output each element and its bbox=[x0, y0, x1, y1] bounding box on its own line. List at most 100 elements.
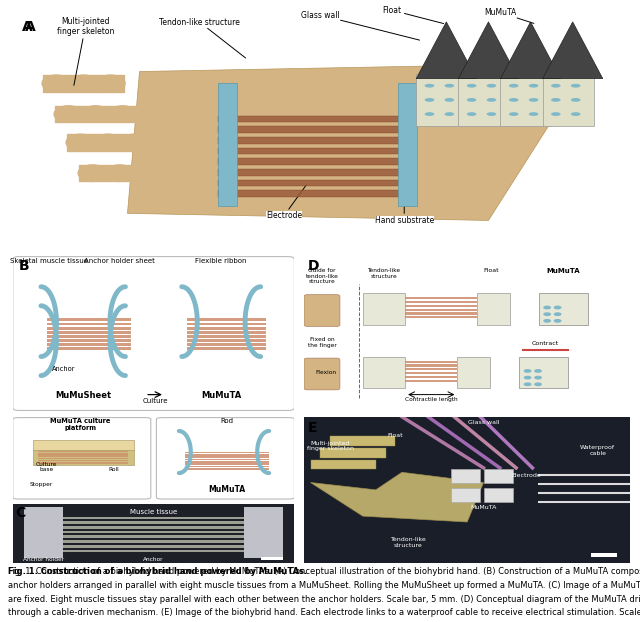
Text: Multi-jointed
finger skeleton: Multi-jointed finger skeleton bbox=[57, 17, 114, 85]
Bar bbox=[188, 323, 266, 325]
Circle shape bbox=[445, 98, 454, 102]
Text: Waterproof
cable: Waterproof cable bbox=[580, 445, 615, 456]
Bar bbox=[47, 318, 131, 322]
Text: anchor holders arranged in parallel with eight muscle tissues from a MuMuSheet. : anchor holders arranged in parallel with… bbox=[8, 581, 640, 590]
Bar bbox=[244, 508, 283, 558]
Text: Anchor: Anchor bbox=[52, 366, 76, 372]
Ellipse shape bbox=[42, 75, 71, 91]
Bar bbox=[47, 331, 131, 333]
Bar bbox=[477, 293, 509, 325]
Circle shape bbox=[524, 369, 531, 373]
Text: Electrode: Electrode bbox=[511, 473, 541, 478]
Circle shape bbox=[509, 112, 518, 116]
Bar bbox=[47, 339, 131, 342]
Circle shape bbox=[529, 112, 538, 116]
Text: are fixed. Eight muscle tissues stay parallel with each other between the anchor: are fixed. Eight muscle tissues stay par… bbox=[8, 595, 640, 603]
Bar bbox=[184, 463, 269, 465]
Circle shape bbox=[551, 112, 561, 116]
FancyBboxPatch shape bbox=[156, 417, 294, 499]
Bar bbox=[188, 327, 266, 330]
Text: Flexible ribbon: Flexible ribbon bbox=[195, 258, 247, 264]
Bar bbox=[95, 134, 122, 151]
Bar bbox=[44, 75, 70, 91]
Bar bbox=[122, 134, 148, 151]
Text: A: A bbox=[25, 19, 36, 34]
Bar bbox=[184, 454, 269, 455]
Circle shape bbox=[551, 84, 561, 88]
Text: Culture
base: Culture base bbox=[36, 462, 58, 472]
Bar bbox=[38, 451, 128, 452]
Text: MuMuSheet: MuMuSheet bbox=[55, 391, 111, 400]
Circle shape bbox=[425, 112, 435, 116]
Ellipse shape bbox=[96, 75, 125, 91]
Bar bbox=[63, 540, 244, 543]
Text: MuMuTA: MuMuTA bbox=[484, 8, 534, 24]
Bar bbox=[405, 379, 458, 382]
Bar bbox=[38, 458, 128, 459]
Bar bbox=[63, 521, 244, 524]
Circle shape bbox=[467, 98, 476, 102]
Circle shape bbox=[554, 312, 561, 316]
Polygon shape bbox=[127, 65, 548, 220]
Circle shape bbox=[467, 112, 476, 116]
FancyBboxPatch shape bbox=[304, 358, 340, 390]
Bar bbox=[405, 312, 477, 315]
Text: Fig. 1. Construction of a biohybrid hand powered by MuMuTAs.: Fig. 1. Construction of a biohybrid hand… bbox=[8, 567, 307, 576]
Circle shape bbox=[509, 84, 518, 88]
Bar bbox=[405, 301, 477, 304]
Text: Glass wall: Glass wall bbox=[468, 420, 499, 425]
Bar bbox=[38, 462, 128, 464]
Bar bbox=[416, 74, 467, 126]
Bar bbox=[458, 74, 509, 126]
Ellipse shape bbox=[54, 106, 83, 123]
Bar bbox=[405, 368, 458, 371]
Bar bbox=[188, 339, 266, 342]
Polygon shape bbox=[310, 472, 484, 522]
Text: MuMuTA: MuMuTA bbox=[201, 391, 241, 400]
Bar bbox=[458, 356, 490, 388]
Text: B: B bbox=[19, 259, 29, 273]
Bar bbox=[47, 327, 131, 330]
Bar bbox=[83, 106, 109, 123]
Text: Fixed on
the finger: Fixed on the finger bbox=[308, 338, 337, 348]
Bar bbox=[484, 470, 513, 483]
Text: Anchor holder sheet: Anchor holder sheet bbox=[84, 258, 156, 264]
Bar bbox=[405, 309, 477, 311]
FancyBboxPatch shape bbox=[13, 417, 151, 499]
Bar bbox=[47, 343, 131, 346]
Text: Skeletal muscle tissue: Skeletal muscle tissue bbox=[10, 258, 88, 264]
Text: Fig. 1. Construction of a biohybrid hand powered by MuMuTAs. (A) Conceptual illu: Fig. 1. Construction of a biohybrid hand… bbox=[8, 567, 640, 576]
Bar bbox=[24, 508, 63, 558]
Text: Multi-jointed
finger skeleton: Multi-jointed finger skeleton bbox=[307, 440, 354, 452]
Circle shape bbox=[425, 84, 435, 88]
Circle shape bbox=[445, 112, 454, 116]
Bar bbox=[310, 460, 376, 470]
Bar bbox=[218, 83, 237, 207]
Text: A: A bbox=[22, 19, 33, 34]
Text: MuMuTA: MuMuTA bbox=[547, 267, 580, 274]
Bar bbox=[363, 356, 405, 388]
Text: Muscle tissue: Muscle tissue bbox=[130, 509, 177, 514]
Bar bbox=[451, 470, 480, 483]
Bar bbox=[184, 468, 269, 470]
Circle shape bbox=[529, 98, 538, 102]
Circle shape bbox=[534, 369, 542, 373]
Circle shape bbox=[554, 319, 561, 323]
Bar bbox=[184, 461, 269, 463]
Bar bbox=[405, 316, 477, 318]
Polygon shape bbox=[458, 22, 518, 78]
Circle shape bbox=[425, 98, 435, 102]
Bar bbox=[47, 347, 131, 350]
Text: Roll: Roll bbox=[109, 467, 120, 472]
Bar bbox=[188, 331, 266, 333]
Text: Rod: Rod bbox=[220, 417, 234, 424]
Circle shape bbox=[571, 84, 580, 88]
Bar bbox=[330, 437, 396, 446]
Bar bbox=[106, 165, 134, 182]
Text: Anchor: Anchor bbox=[143, 557, 164, 562]
Bar bbox=[188, 335, 266, 338]
Bar bbox=[405, 297, 477, 299]
Bar bbox=[97, 75, 124, 91]
Bar bbox=[405, 305, 477, 307]
Bar bbox=[405, 361, 458, 363]
